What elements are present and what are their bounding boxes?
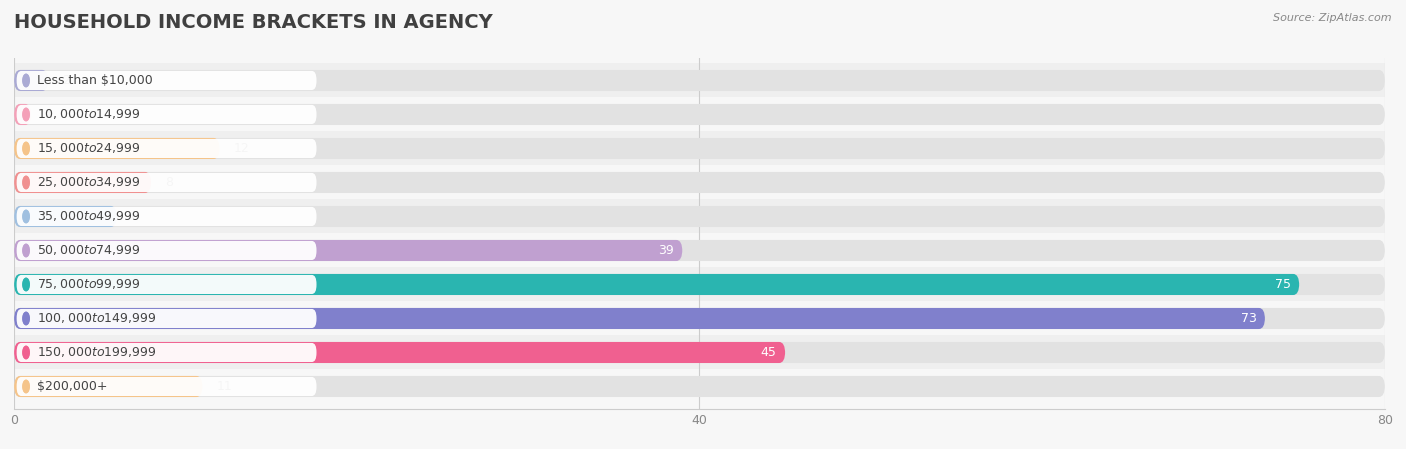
Text: 6: 6 [131,210,138,223]
Text: $200,000+: $200,000+ [37,380,108,393]
Circle shape [22,346,30,359]
FancyBboxPatch shape [17,275,316,294]
Text: $75,000 to $99,999: $75,000 to $99,999 [37,277,141,291]
FancyBboxPatch shape [14,206,117,227]
FancyBboxPatch shape [17,105,316,124]
FancyBboxPatch shape [17,309,316,328]
Circle shape [22,380,30,392]
Circle shape [22,211,30,223]
Text: 75: 75 [1275,278,1291,291]
Circle shape [22,278,30,291]
FancyBboxPatch shape [14,240,682,261]
Text: HOUSEHOLD INCOME BRACKETS IN AGENCY: HOUSEHOLD INCOME BRACKETS IN AGENCY [14,13,494,32]
FancyBboxPatch shape [17,207,316,226]
FancyBboxPatch shape [14,240,1385,261]
FancyBboxPatch shape [14,274,1385,295]
FancyBboxPatch shape [14,206,1385,227]
Bar [14,335,1385,370]
Text: 11: 11 [217,380,232,393]
Text: 1: 1 [45,108,53,121]
Circle shape [22,346,30,359]
FancyBboxPatch shape [14,308,1385,329]
Bar [14,233,1385,268]
Circle shape [22,313,30,325]
FancyBboxPatch shape [17,139,316,158]
Text: $50,000 to $74,999: $50,000 to $74,999 [37,243,141,257]
FancyBboxPatch shape [14,172,1385,193]
Bar [14,97,1385,132]
Bar [14,166,1385,199]
Text: $35,000 to $49,999: $35,000 to $49,999 [37,210,141,224]
FancyBboxPatch shape [14,138,1385,159]
FancyBboxPatch shape [14,376,202,397]
Text: 39: 39 [658,244,673,257]
Bar [14,63,1385,97]
Bar [14,132,1385,166]
FancyBboxPatch shape [14,342,1385,363]
FancyBboxPatch shape [17,377,316,396]
Circle shape [22,142,30,154]
FancyBboxPatch shape [14,104,31,125]
Text: 73: 73 [1240,312,1257,325]
FancyBboxPatch shape [14,308,1265,329]
Text: 8: 8 [165,176,173,189]
Bar [14,370,1385,404]
Circle shape [22,313,30,325]
FancyBboxPatch shape [14,70,1385,91]
Text: Source: ZipAtlas.com: Source: ZipAtlas.com [1274,13,1392,23]
FancyBboxPatch shape [14,70,48,91]
Text: $25,000 to $34,999: $25,000 to $34,999 [37,176,141,189]
FancyBboxPatch shape [14,376,1385,397]
Bar [14,301,1385,335]
Bar [14,199,1385,233]
Text: 12: 12 [233,142,249,155]
Circle shape [22,278,30,291]
FancyBboxPatch shape [17,241,316,260]
Bar [14,268,1385,301]
FancyBboxPatch shape [17,173,316,192]
Circle shape [22,211,30,223]
Circle shape [22,108,30,121]
FancyBboxPatch shape [14,104,1385,125]
FancyBboxPatch shape [14,342,785,363]
Text: $10,000 to $14,999: $10,000 to $14,999 [37,107,141,122]
Circle shape [22,176,30,189]
Text: $15,000 to $24,999: $15,000 to $24,999 [37,141,141,155]
FancyBboxPatch shape [14,138,219,159]
Text: 2: 2 [62,74,70,87]
FancyBboxPatch shape [17,343,316,362]
Circle shape [22,75,30,87]
FancyBboxPatch shape [17,71,316,90]
Circle shape [22,142,30,154]
Circle shape [22,75,30,87]
Text: $150,000 to $199,999: $150,000 to $199,999 [37,345,156,360]
FancyBboxPatch shape [14,274,1299,295]
Circle shape [22,380,30,392]
Text: Less than $10,000: Less than $10,000 [37,74,153,87]
Circle shape [22,108,30,121]
FancyBboxPatch shape [14,172,152,193]
Text: $100,000 to $149,999: $100,000 to $149,999 [37,312,156,326]
Circle shape [22,176,30,189]
Circle shape [22,244,30,256]
Text: 45: 45 [761,346,776,359]
Circle shape [22,244,30,256]
